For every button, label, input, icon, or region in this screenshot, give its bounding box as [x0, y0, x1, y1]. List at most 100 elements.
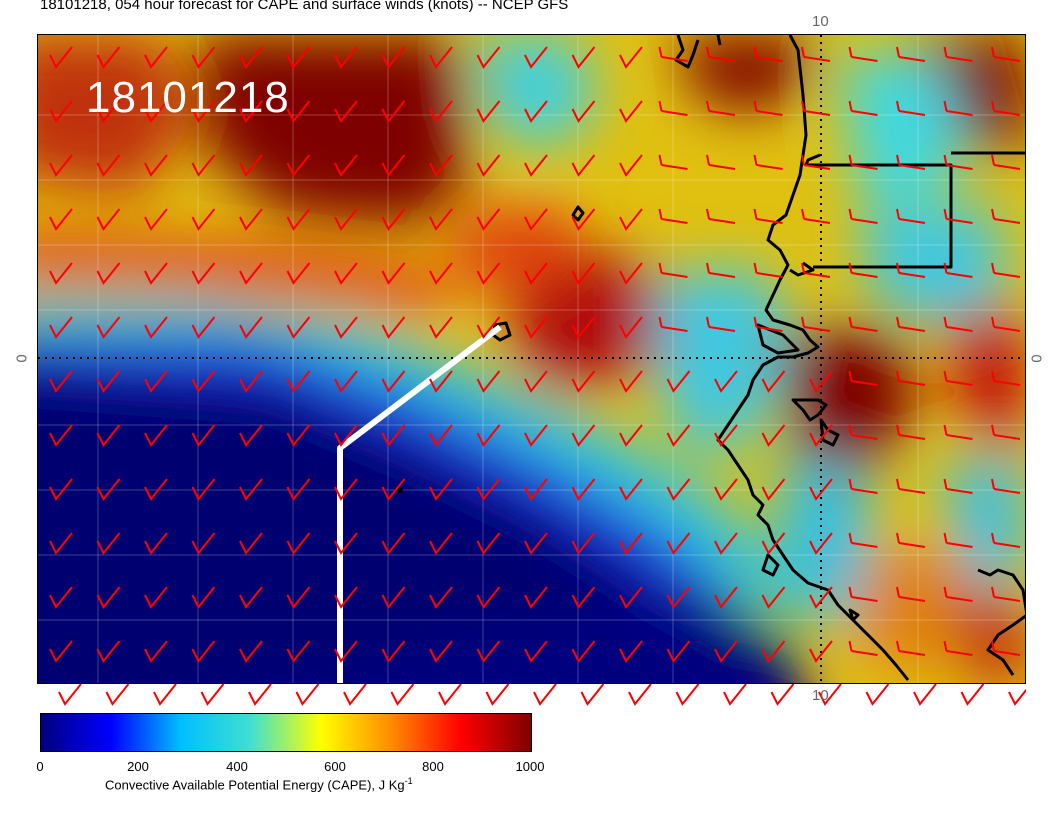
wind-barb [809, 478, 833, 501]
coastline [491, 35, 1025, 681]
wind-barb [476, 424, 501, 447]
wind-barb [943, 154, 973, 170]
wind-barb [666, 640, 691, 663]
wind-barb [896, 262, 926, 278]
wind-barb [658, 154, 688, 170]
wind-barb [239, 262, 263, 285]
wind-barb [658, 46, 688, 62]
wind-barb [571, 262, 596, 285]
wind-barb [571, 586, 596, 609]
wind-barb [848, 262, 878, 278]
wind-barb [476, 100, 501, 123]
wind-barb [714, 640, 738, 663]
wind-barb [761, 532, 786, 555]
wind-barb [286, 478, 311, 501]
wind-barb [96, 640, 121, 663]
wind-barb [286, 262, 311, 285]
wind-barb [991, 370, 1021, 386]
wind-barb [524, 586, 548, 609]
wind-barb [848, 46, 878, 62]
wind-barb [49, 370, 73, 393]
wind-barb [476, 478, 501, 501]
wind-barb [286, 208, 311, 231]
wind-barb [191, 100, 216, 123]
wind-barb [191, 208, 216, 231]
wind-barb [943, 424, 973, 440]
wind-barb [848, 532, 878, 548]
wind-barb [144, 532, 168, 555]
wind-barb [429, 478, 453, 501]
wind-barb [943, 640, 973, 656]
wind-barb [896, 640, 926, 656]
wind-barb [239, 46, 263, 69]
wind-barb [714, 478, 738, 501]
wind-barb [801, 46, 831, 62]
wind-barb [848, 154, 878, 170]
wind-barb [753, 262, 783, 278]
wind-barb [429, 100, 453, 123]
bottom-lon-label: 10 [812, 687, 829, 704]
wind-barb [49, 208, 73, 231]
wind-barb [334, 424, 358, 447]
wind-barb [991, 154, 1021, 170]
wind-barb [524, 154, 548, 177]
wind-barb [809, 424, 833, 447]
wind-barb [658, 208, 688, 224]
wind-barb [239, 100, 263, 123]
wind-barb [571, 532, 596, 555]
wind-barb [381, 100, 406, 123]
wind-barb [801, 208, 831, 224]
wind-barb [619, 100, 643, 123]
wind-barb [801, 262, 831, 278]
wind-barb [144, 370, 168, 393]
wind-barb [896, 586, 926, 602]
wind-barb [991, 532, 1021, 548]
wind-barb [191, 586, 216, 609]
wind-barb [991, 208, 1021, 224]
wind-barb [619, 586, 643, 609]
wind-barb [286, 100, 311, 123]
wind-barb [524, 424, 548, 447]
wind-barb [571, 424, 596, 447]
wind-barb [666, 478, 691, 501]
wind-barb [991, 316, 1021, 332]
wind-barb [96, 100, 121, 123]
wind-barb [761, 370, 786, 393]
wind-barb [248, 684, 272, 706]
wind-barb [801, 316, 831, 332]
wind-barb [49, 478, 73, 501]
wind-barb [619, 532, 643, 555]
wind-barb [334, 586, 358, 609]
wind-barb [761, 640, 786, 663]
wind-barb [896, 46, 926, 62]
wind-barb [286, 316, 311, 339]
wind-barb [191, 316, 216, 339]
wind-barb [49, 532, 73, 555]
wind-barb [619, 424, 643, 447]
wind-barb [809, 370, 833, 393]
wind-barb [896, 154, 926, 170]
wind-barb [334, 46, 358, 69]
wind-barb [476, 208, 501, 231]
wind-barb [753, 154, 783, 170]
wind-barb [991, 640, 1021, 656]
wind-barb [286, 154, 311, 177]
wind-barb [991, 262, 1021, 278]
wind-barb [144, 478, 168, 501]
wind-barb [144, 586, 168, 609]
wind-barb [848, 100, 878, 116]
wind-barb [200, 684, 225, 706]
wind-barb [619, 208, 643, 231]
wind-barb [706, 100, 736, 116]
wind-barb [429, 370, 453, 393]
wind-barb [429, 262, 453, 285]
wind-barb [334, 370, 358, 393]
wind-barb [96, 478, 121, 501]
wind-barb [334, 100, 358, 123]
wind-barb [49, 316, 73, 339]
wind-barb [991, 586, 1021, 602]
wind-barb [96, 208, 121, 231]
wind-barb [334, 478, 358, 501]
wind-barb [58, 684, 82, 706]
wind-barb [476, 46, 501, 69]
